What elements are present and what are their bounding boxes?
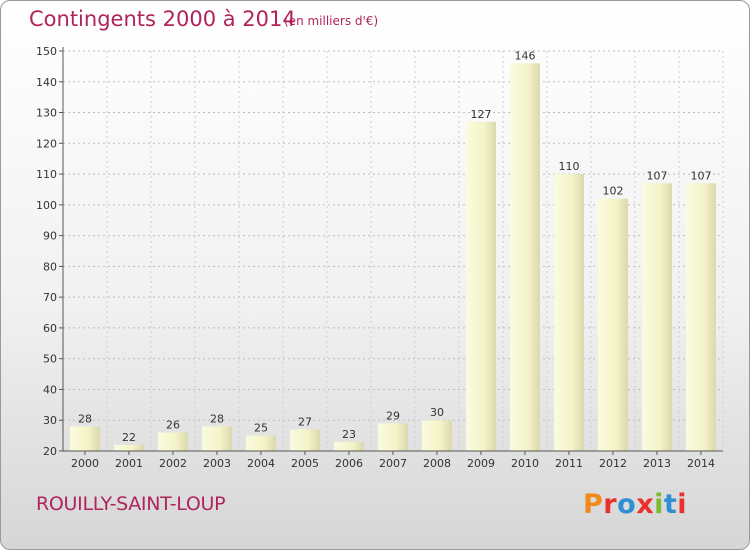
data-label: 146 <box>515 49 536 62</box>
labels: 28 22 26 28 25 27 23 29 30 127 146 110 102 107 107 <box>78 49 712 444</box>
x-tick-label: 2012 <box>599 457 627 470</box>
data-label: 27 <box>298 415 312 428</box>
bars <box>70 63 716 452</box>
bar <box>158 432 188 451</box>
x-tick-label: 2008 <box>423 457 451 470</box>
x-tick-label: 2004 <box>247 457 275 470</box>
chart-subtitle: (en milliers d'€) <box>284 14 379 28</box>
bar <box>686 183 716 452</box>
y-tick-label: 40 <box>43 383 57 396</box>
bar <box>290 429 320 451</box>
x-tick-label: 2000 <box>71 457 99 470</box>
x-tick-label: 2005 <box>291 457 319 470</box>
data-label: 107 <box>691 169 712 182</box>
logo-letter: x <box>636 489 655 520</box>
data-label: 22 <box>122 431 136 444</box>
x-tick-label: 2013 <box>643 457 671 470</box>
data-label: 25 <box>254 422 268 435</box>
chart-title: Contingents 2000 à 2014 <box>29 7 296 31</box>
y-tick-label: 110 <box>36 168 57 181</box>
y-tick-label: 80 <box>43 260 57 273</box>
y-tick-label: 30 <box>43 414 57 427</box>
data-label: 107 <box>647 169 668 182</box>
x-tick-label: 2009 <box>467 457 495 470</box>
y-tick-label: 90 <box>43 230 57 243</box>
logo-letter: i <box>654 489 664 520</box>
logo-letter: o <box>617 489 637 520</box>
x-tick-label: 2006 <box>335 457 363 470</box>
y-tick-label: 140 <box>36 76 57 89</box>
y-tick-label: 100 <box>36 199 57 212</box>
data-label: 23 <box>342 428 356 441</box>
bar <box>334 441 364 451</box>
commune-name: ROUILLY-SAINT-LOUP <box>36 493 226 515</box>
x-tick-label: 2001 <box>115 457 143 470</box>
y-tick-label: 130 <box>36 107 57 120</box>
y-tick-label: 50 <box>43 353 57 366</box>
x-tick-label: 2011 <box>555 457 583 470</box>
bar <box>202 426 232 451</box>
x-tick-label: 2003 <box>203 457 231 470</box>
data-label: 26 <box>166 419 180 432</box>
bar <box>114 444 144 451</box>
y-tick-label: 60 <box>43 322 57 335</box>
bar <box>466 121 496 452</box>
y-tick-label: 70 <box>43 291 57 304</box>
axes: 20 30 40 50 60 70 80 90 100 110 120 130 140 150 2000 20… <box>36 45 723 470</box>
x-tick-label: 2007 <box>379 457 407 470</box>
data-label: 29 <box>386 409 400 422</box>
proxiti-logo[interactable]: Proxiti <box>583 489 687 520</box>
bar <box>422 420 452 451</box>
bar <box>554 174 584 452</box>
data-label: 127 <box>471 108 492 121</box>
y-tick-label: 150 <box>36 45 57 58</box>
data-label: 28 <box>210 412 224 425</box>
x-tick-label: 2010 <box>511 457 539 470</box>
bar <box>598 198 628 451</box>
data-label: 30 <box>430 406 444 419</box>
data-label: 28 <box>78 412 92 425</box>
logo-letter: r <box>603 489 618 520</box>
bar <box>378 423 408 451</box>
bar <box>510 63 540 452</box>
bar <box>642 183 672 452</box>
logo-letter: t <box>663 489 678 520</box>
logo-letter: P <box>583 489 604 520</box>
bar <box>246 435 276 451</box>
x-tick-label: 2002 <box>159 457 187 470</box>
y-tick-label: 120 <box>36 137 57 150</box>
bar <box>70 426 100 451</box>
x-tick-label: 2014 <box>687 457 715 470</box>
logo-letter: i <box>677 489 688 520</box>
y-tick-label: 20 <box>43 445 57 458</box>
data-label: 110 <box>559 160 580 173</box>
data-label: 102 <box>603 185 624 198</box>
